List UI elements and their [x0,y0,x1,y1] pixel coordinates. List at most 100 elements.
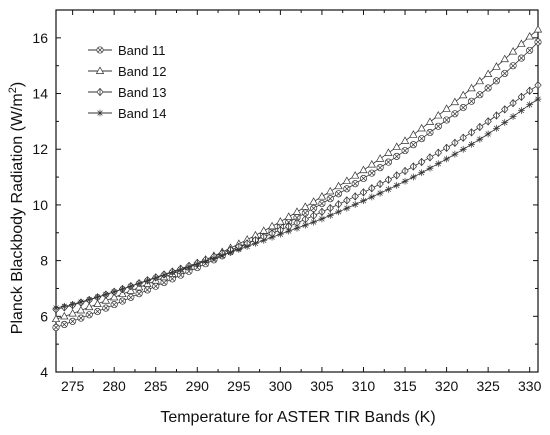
data-point [317,192,327,200]
data-point [85,296,93,303]
data-point [351,192,359,201]
data-point [517,92,526,102]
data-point [459,104,467,112]
data-point [110,301,118,309]
data-point [418,135,426,143]
legend-item: Band 13 [88,85,166,100]
data-point [476,135,484,143]
data-point [102,291,110,298]
data-point [335,190,343,198]
data-point [51,314,61,323]
data-point [501,69,509,77]
series-layer [51,24,543,331]
data-point [152,274,160,282]
data-point [60,311,69,320]
data-point [152,282,160,290]
legend-label: Band 12 [118,64,166,79]
legend-label: Band 11 [118,43,165,58]
data-point [418,169,426,177]
plot-border [55,9,539,373]
data-point [492,111,501,120]
data-point [509,113,517,120]
x-tick-label: 325 [476,378,500,394]
data-point [384,148,393,156]
data-point [393,152,401,160]
data-point [135,280,143,287]
data-point [484,84,492,92]
data-point [434,148,442,157]
x-tick-label: 320 [435,378,459,394]
data-point [501,119,509,126]
data-point [285,227,293,235]
y-tick-label: 16 [32,30,48,46]
data-point [326,212,334,219]
data-point [376,164,384,172]
plot-frame [55,9,539,373]
data-point [434,160,442,168]
series-band-14 [52,95,542,312]
x-tick-label: 280 [102,378,126,394]
data-point [94,293,101,301]
data-point [335,208,342,216]
data-point [342,176,352,184]
data-point [451,110,459,118]
data-point [101,296,111,304]
data-point [367,159,376,168]
y-tick-label: 8 [40,253,48,269]
x-axis: 275 280 285 290 295 300 305 310 315 320 325 330 [61,10,542,394]
data-point [118,289,127,298]
data-point [168,268,176,276]
data-point [525,31,534,40]
data-point [351,201,359,208]
data-point [185,263,193,271]
data-point [368,169,376,177]
data-point [85,302,94,311]
data-point [483,69,493,77]
data-point [375,154,385,162]
legend: Band 11 Band 12 Band 13 Band 14 [88,43,166,121]
data-point [392,142,401,150]
data-point [434,110,443,119]
data-point [517,54,525,62]
data-point [285,218,293,226]
data-point [94,307,102,316]
y-axis-title-main: Planck Blackbody Radiation (W/m [9,93,26,334]
series-band-11 [52,38,542,331]
data-point [376,179,384,189]
data-point [52,323,60,331]
x-tick-label: 275 [61,378,85,394]
data-point [517,107,525,114]
data-point [310,204,318,212]
data-point [475,76,485,85]
data-point [267,221,277,230]
data-point [484,117,492,126]
data-point [409,141,417,149]
data-point [160,278,168,287]
data-point [210,254,218,262]
data-point [368,184,376,193]
y-axis-title: Planck Blackbody Radiation (W/m2) [7,82,26,334]
data-point [526,46,534,54]
data-point [93,299,102,307]
data-point [334,181,343,190]
data-point [360,197,367,205]
data-point [69,317,77,325]
data-point [110,288,118,296]
x-tick-label: 290 [186,378,210,394]
legend-label: Band 13 [118,85,166,100]
data-point [326,195,334,203]
data-point [393,181,401,189]
data-point [417,123,426,132]
data-point [292,207,302,215]
data-point [309,211,318,220]
data-point [60,302,68,310]
data-point [310,218,318,226]
x-tick-label: 285 [144,378,168,394]
data-point [301,209,309,217]
data-point [326,186,335,195]
data-point [293,224,301,232]
data-point [109,292,119,301]
data-point [493,124,500,132]
data-point [276,217,285,225]
